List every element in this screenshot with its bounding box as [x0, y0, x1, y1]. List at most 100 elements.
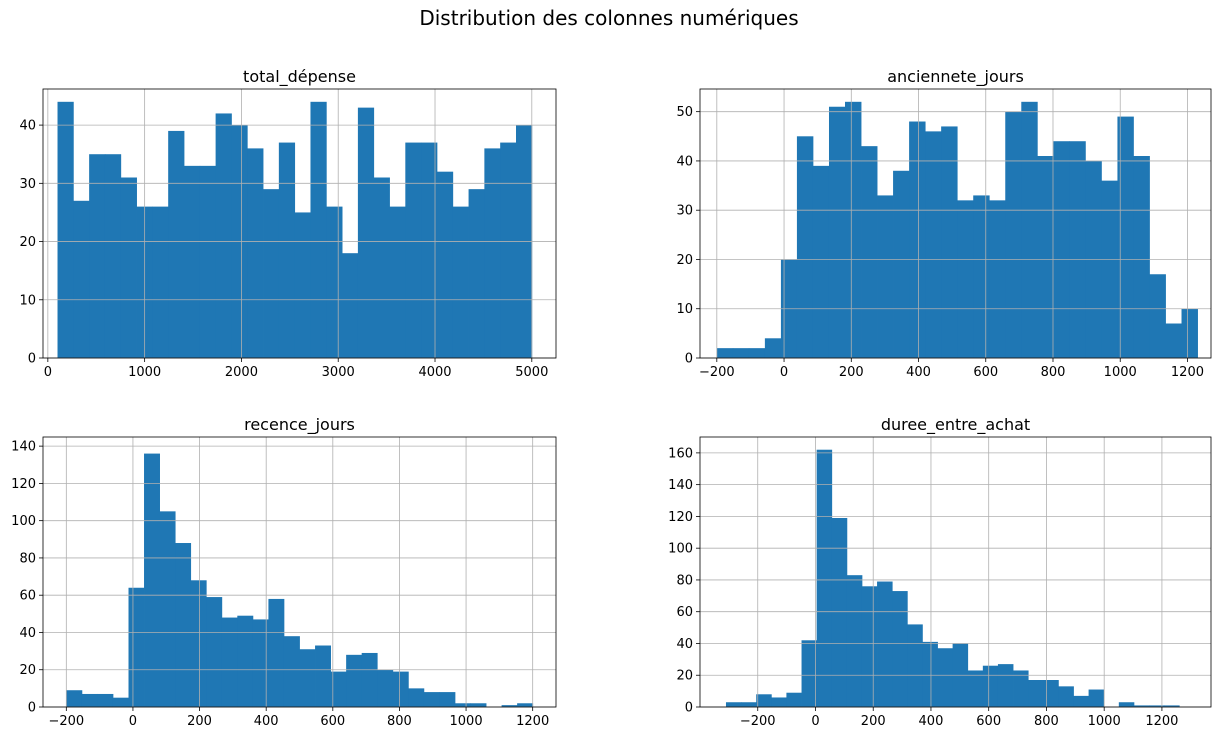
- y-tick-label: 20: [19, 235, 36, 250]
- y-tick-label: 80: [676, 573, 693, 588]
- x-tick-label: 0: [44, 365, 52, 380]
- histogram-bar: [468, 189, 485, 358]
- histogram-bar: [1043, 680, 1059, 707]
- y-tick-label: 60: [676, 605, 693, 620]
- histogram-bar: [247, 148, 264, 358]
- x-tick-label: 800: [387, 714, 412, 729]
- histogram-bar: [199, 165, 217, 358]
- histogram-bar: [1013, 670, 1029, 707]
- histogram-bar: [1037, 156, 1054, 358]
- histogram-bar: [877, 581, 893, 707]
- histogram-bar: [278, 142, 296, 358]
- histogram-bar: [801, 640, 818, 707]
- x-tick-label: 1200: [516, 714, 549, 729]
- histogram-bar: [310, 101, 327, 358]
- histogram-bar: [907, 624, 923, 707]
- x-tick-label: 0: [129, 714, 137, 729]
- histogram-bar: [237, 615, 254, 707]
- histogram-bar: [436, 171, 454, 358]
- histogram-bar: [221, 617, 238, 707]
- y-tick-label: 40: [676, 154, 693, 169]
- histogram-bar: [89, 154, 106, 358]
- histogram-bar: [517, 703, 534, 707]
- y-tick-label: 80: [19, 551, 36, 566]
- histogram-bar: [846, 575, 863, 707]
- histogram-bar: [812, 165, 830, 358]
- panel-title: duree_entre_achat: [881, 415, 1030, 435]
- x-tick-label: 200: [861, 714, 886, 729]
- y-tick-label: 100: [668, 542, 693, 557]
- histogram-bar: [330, 671, 347, 707]
- panel-title: anciennete_jours: [887, 67, 1024, 87]
- histogram-bar: [1133, 156, 1150, 358]
- histogram-bar: [861, 146, 878, 358]
- histogram-bar: [408, 688, 425, 707]
- axes-frame: [699, 88, 1212, 359]
- panel-title: recence_jours: [244, 415, 355, 435]
- y-tick-label: 0: [28, 701, 36, 716]
- x-tick-label: 800: [1034, 714, 1059, 729]
- y-tick-label: 20: [19, 663, 36, 678]
- x-tick-label: −200: [699, 365, 735, 380]
- x-tick-label: 800: [1041, 365, 1066, 380]
- histogram-bar: [104, 154, 122, 358]
- histogram-bar: [315, 645, 331, 707]
- y-tick-label: 60: [19, 589, 36, 604]
- x-tick-label: 0: [811, 714, 819, 729]
- y-tick-label: 0: [685, 352, 693, 367]
- x-tick-label: 200: [839, 365, 864, 380]
- histogram-bar: [268, 598, 285, 707]
- histogram-bar: [1118, 702, 1135, 707]
- histogram-bar: [893, 170, 910, 358]
- histogram-bar: [120, 177, 137, 358]
- histogram-bar: [392, 671, 409, 707]
- histogram-bar: [1058, 686, 1074, 707]
- x-tick-label: 4000: [418, 365, 451, 380]
- x-tick-label: 3000: [322, 365, 355, 380]
- histogram-bar: [501, 705, 518, 707]
- x-tick-label: 1000: [1088, 714, 1121, 729]
- x-tick-label: 600: [320, 714, 345, 729]
- x-tick-label: 400: [919, 714, 944, 729]
- y-tick-label: 40: [676, 637, 693, 652]
- panel-title: total_dépense: [243, 67, 356, 87]
- histogram-bar: [144, 453, 160, 707]
- y-tick-label: 50: [676, 105, 693, 120]
- histogram-bar: [484, 148, 501, 358]
- histogram-bar: [1021, 101, 1038, 358]
- histogram-bar: [941, 126, 958, 358]
- y-tick-label: 30: [19, 177, 36, 192]
- histogram-bar: [128, 587, 145, 707]
- histogram-bar: [957, 200, 974, 358]
- x-tick-label: 1000: [450, 714, 483, 729]
- x-tick-label: −200: [740, 714, 776, 729]
- histogram-bar: [423, 692, 440, 707]
- x-tick-label: 600: [973, 365, 998, 380]
- histogram-bar: [421, 142, 438, 358]
- histogram-bar: [741, 702, 757, 707]
- histogram-bar: [861, 586, 878, 707]
- histogram-bar: [1069, 141, 1086, 358]
- histogram-bar: [405, 142, 422, 358]
- histogram-bar: [1149, 274, 1166, 358]
- y-tick-label: 120: [11, 477, 36, 492]
- histogram-bar: [57, 101, 74, 358]
- histogram-bar: [452, 206, 469, 358]
- histogram-bar: [1028, 680, 1044, 707]
- y-tick-label: 30: [676, 204, 693, 219]
- x-tick-label: 600: [976, 714, 1001, 729]
- histogram-bar: [937, 648, 954, 707]
- histogram-bar: [716, 348, 734, 358]
- x-tick-label: −200: [48, 714, 84, 729]
- histogram-bar: [725, 702, 742, 707]
- histogram-bar: [326, 206, 343, 358]
- x-tick-label: 1200: [1145, 714, 1178, 729]
- y-tick-label: 40: [19, 626, 36, 641]
- y-tick-label: 160: [668, 446, 693, 461]
- histogram-bar: [1005, 111, 1022, 358]
- histogram-panel: −200 0 200 400 600 800 1000 1200 0 20 40 60 80 100 120…: [668, 415, 1212, 729]
- histogram-bar: [1117, 116, 1134, 358]
- histogram-bar: [997, 664, 1014, 707]
- histogram-bar: [764, 338, 782, 358]
